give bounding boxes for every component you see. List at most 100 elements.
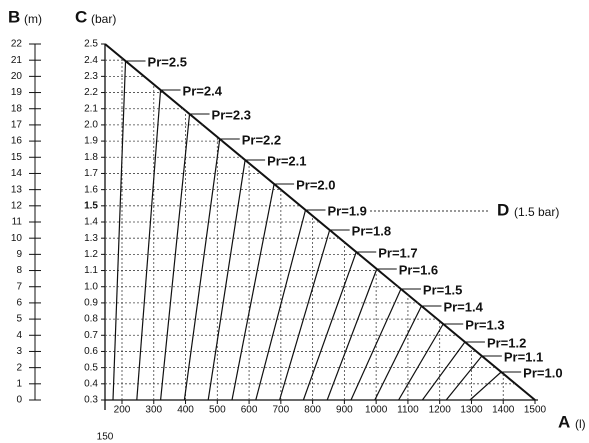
b-tick-label: 10: [11, 233, 23, 244]
c-tick-label: 2.2: [84, 87, 98, 98]
a-tick-label: 1200: [429, 405, 452, 416]
pr-line: [279, 229, 331, 401]
a-tick-label: 1300: [460, 405, 483, 416]
pr-line: [445, 355, 483, 401]
b-tick-label: 5: [16, 314, 22, 325]
c-tick-label: 0.6: [84, 346, 98, 357]
b-tick-label: 3: [16, 346, 22, 357]
pr-line: [160, 113, 191, 401]
pr-label: Pr=1.9: [328, 203, 367, 218]
pr-label: Pr=1.6: [399, 262, 438, 277]
a-tick-label: 150: [97, 432, 114, 443]
pr-line: [350, 288, 402, 401]
marker-d-letter: D: [497, 200, 509, 219]
pr-line: [421, 341, 466, 401]
axis-b-unit: (m): [24, 12, 42, 26]
c-tick-label: 1.9: [84, 136, 98, 147]
a-tick-label: 800: [304, 405, 321, 416]
c-tick-label: 0.5: [84, 362, 98, 373]
pr-label: Pr=1.5: [423, 282, 462, 297]
a-tick-label: 400: [177, 405, 194, 416]
pr-line: [374, 305, 422, 401]
pr-label: Pr=1.2: [487, 335, 526, 350]
pr-label: Pr=2.5: [148, 54, 187, 69]
a-tick-label: 900: [336, 405, 353, 416]
b-tick-label: 22: [11, 39, 23, 50]
c-tick-label: 1.6: [84, 184, 98, 195]
pr-line: [469, 371, 502, 401]
pr-label: Pr=2.0: [296, 177, 335, 192]
c-tick-label: 0.3: [84, 395, 98, 406]
hypotenuse: [104, 43, 536, 401]
pr-line: [231, 183, 275, 401]
a-tick-label: 1000: [365, 405, 388, 416]
c-tick-label: 2.4: [84, 55, 98, 66]
pr-label: Pr=2.4: [183, 83, 223, 98]
c-tick-label: 2.1: [84, 103, 98, 114]
b-tick-label: 8: [16, 265, 22, 276]
a-tick-label: 700: [273, 405, 290, 416]
c-tick-label: 1.5: [84, 200, 98, 211]
axis-c-letter: C: [75, 7, 87, 26]
pr-label: Pr=2.3: [212, 107, 251, 122]
c-tick-label: 2.0: [84, 120, 98, 131]
c-tick-label: 0.4: [84, 378, 98, 389]
a-tick-label: 1500: [524, 405, 547, 416]
c-tick-label: 1.3: [84, 233, 98, 244]
b-tick-label: 18: [11, 103, 23, 114]
b-tick-label: 20: [11, 71, 23, 82]
c-tick-label: 2.5: [84, 39, 98, 50]
c-tick-label: 1.8: [84, 152, 98, 163]
c-tick-label: 1.4: [84, 217, 98, 228]
pr-label: Pr=1.7: [378, 245, 417, 260]
c-tick-label: 2.3: [84, 71, 98, 82]
b-tick-label: 11: [12, 217, 23, 228]
pr-line: [183, 138, 221, 401]
b-tick-label: 14: [11, 168, 23, 179]
a-tick-label: 600: [241, 405, 258, 416]
pr-label: Pr=1.3: [465, 317, 504, 332]
pr-label: Pr=2.2: [242, 132, 281, 147]
b-tick-label: 13: [11, 184, 23, 195]
c-tick-label: 1.0: [84, 281, 98, 292]
pr-label: Pr=2.1: [267, 153, 306, 168]
c-tick-label: 1.1: [84, 265, 98, 276]
pr-label: Pr=1.4: [443, 299, 483, 314]
axis-c-unit: (bar): [91, 12, 116, 26]
b-tick-label: 4: [16, 330, 22, 341]
pr-label: Pr=1.0: [523, 365, 562, 380]
a-tick-label: 1400: [492, 405, 515, 416]
b-tick-label: 2: [16, 362, 22, 373]
b-tick-label: 7: [16, 281, 22, 292]
b-tick-label: 6: [16, 298, 22, 309]
c-tick-label: 0.7: [84, 330, 98, 341]
b-tick-label: 12: [11, 200, 23, 211]
b-tick-label: 9: [16, 249, 22, 260]
b-tick-label: 19: [11, 87, 23, 98]
pr-label: Pr=1.8: [352, 223, 391, 238]
marker-d-unit: (1.5 bar): [514, 205, 559, 219]
pr-line: [112, 60, 127, 401]
b-tick-label: 16: [11, 136, 23, 147]
b-tick-label: 15: [11, 152, 23, 163]
a-tick-label: 1100: [397, 405, 419, 416]
pr-line: [302, 251, 357, 401]
b-tick-label: 0: [16, 395, 22, 406]
b-tick-label: 21: [11, 55, 23, 66]
a-tick-label: 500: [209, 405, 226, 416]
pr-line: [255, 209, 307, 401]
axis-a-unit: (l): [575, 417, 586, 431]
pr-line: [136, 89, 162, 401]
c-tick-label: 1.2: [84, 249, 98, 260]
pr-line: [398, 323, 444, 401]
axis-b-letter: B: [8, 7, 20, 26]
b-tick-label: 17: [11, 120, 23, 131]
a-tick-label: 300: [145, 405, 162, 416]
c-tick-label: 0.9: [84, 298, 98, 309]
axis-a-letter: A: [558, 412, 570, 431]
pr-line: [326, 268, 378, 401]
c-tick-label: 1.7: [84, 168, 98, 179]
c-tick-label: 0.8: [84, 314, 98, 325]
pr-line: [207, 159, 246, 401]
